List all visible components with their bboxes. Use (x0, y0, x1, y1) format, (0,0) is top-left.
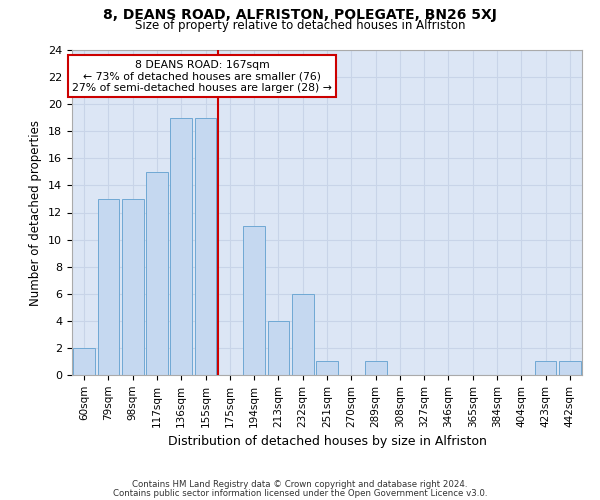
Bar (316, 362, 338, 375)
Bar (97, 199, 119, 375)
Text: 8 DEANS ROAD: 167sqm  
← 73% of detached houses are smaller (76)
27% of semi-det: 8 DEANS ROAD: 167sqm ← 73% of detached h… (72, 60, 332, 93)
Bar (535, 362, 556, 375)
Bar (268, 321, 289, 375)
Bar (559, 362, 581, 375)
Bar (365, 362, 386, 375)
Text: 8, DEANS ROAD, ALFRISTON, POLEGATE, BN26 5XJ: 8, DEANS ROAD, ALFRISTON, POLEGATE, BN26… (103, 8, 497, 22)
Bar (194, 118, 217, 375)
Text: Contains public sector information licensed under the Open Government Licence v3: Contains public sector information licen… (113, 488, 487, 498)
Text: Size of property relative to detached houses in Alfriston: Size of property relative to detached ho… (135, 19, 465, 32)
Bar (243, 226, 265, 375)
Bar (73, 348, 95, 375)
Bar (292, 294, 314, 375)
X-axis label: Distribution of detached houses by size in Alfriston: Distribution of detached houses by size … (167, 435, 487, 448)
Y-axis label: Number of detached properties: Number of detached properties (29, 120, 43, 306)
Bar (170, 118, 192, 375)
Bar (146, 172, 168, 375)
Text: Contains HM Land Registry data © Crown copyright and database right 2024.: Contains HM Land Registry data © Crown c… (132, 480, 468, 489)
Bar (122, 199, 143, 375)
